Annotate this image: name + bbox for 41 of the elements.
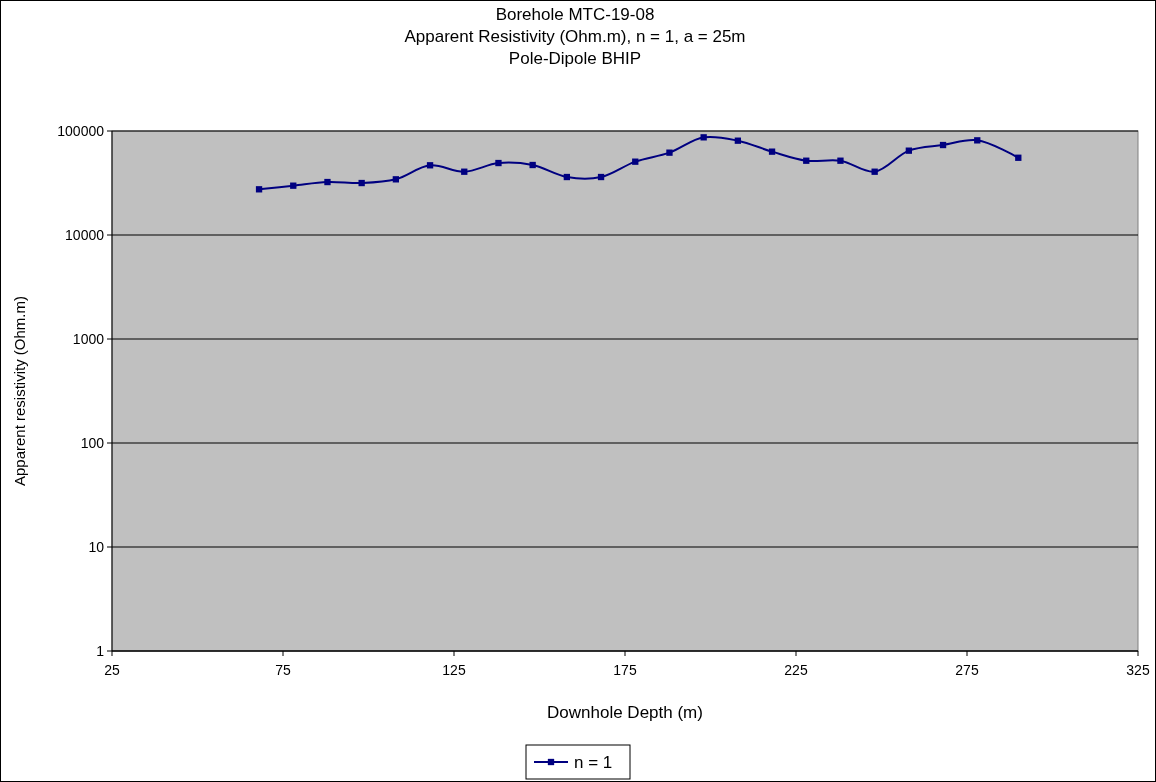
x-axis-title: Downhole Depth (m) — [547, 703, 703, 722]
x-tick-label: 225 — [784, 662, 808, 678]
point — [1015, 154, 1022, 161]
point — [324, 178, 331, 186]
y-tick-label: 100 — [80, 435, 105, 451]
y-tick-label: 100000 — [57, 123, 105, 139]
point — [495, 159, 502, 167]
point — [632, 158, 639, 165]
point — [290, 182, 297, 189]
legend-label: n = 1 — [574, 753, 613, 772]
x-tick-label: 125 — [442, 662, 466, 678]
point — [255, 186, 263, 193]
x-tick-label: 275 — [955, 662, 979, 678]
point — [666, 149, 673, 156]
point — [358, 179, 365, 187]
x-tick-label: 325 — [1126, 662, 1150, 678]
point — [974, 137, 981, 144]
y-tick-label: 10 — [88, 539, 105, 555]
point — [426, 162, 434, 169]
point — [871, 168, 878, 175]
point — [597, 173, 605, 181]
point — [700, 134, 707, 141]
point — [529, 161, 536, 169]
point — [803, 157, 810, 164]
point — [734, 137, 742, 144]
x-tick-label: 175 — [613, 662, 637, 678]
chart-title: Borehole MTC-19-08 — [495, 5, 655, 24]
y-axis-title: Apparent resistivity (Ohm.m) — [11, 295, 28, 487]
point — [768, 148, 776, 155]
chart-subtitle: Apparent Resistivity (Ohm.m), n = 1, a = 25m Pole-Dipole BHIP — [404, 27, 746, 68]
point — [905, 147, 913, 154]
point — [939, 141, 947, 149]
point — [461, 168, 468, 175]
point — [837, 157, 844, 164]
y-tick-label: 10000 — [65, 227, 105, 243]
point — [563, 173, 571, 181]
x-tick-label: 75 — [275, 662, 291, 678]
y-tick-label: 1 — [96, 643, 105, 659]
x-tick-label: 25 — [104, 662, 120, 678]
point — [392, 176, 400, 183]
y-tick-label: 1000 — [72, 331, 105, 347]
